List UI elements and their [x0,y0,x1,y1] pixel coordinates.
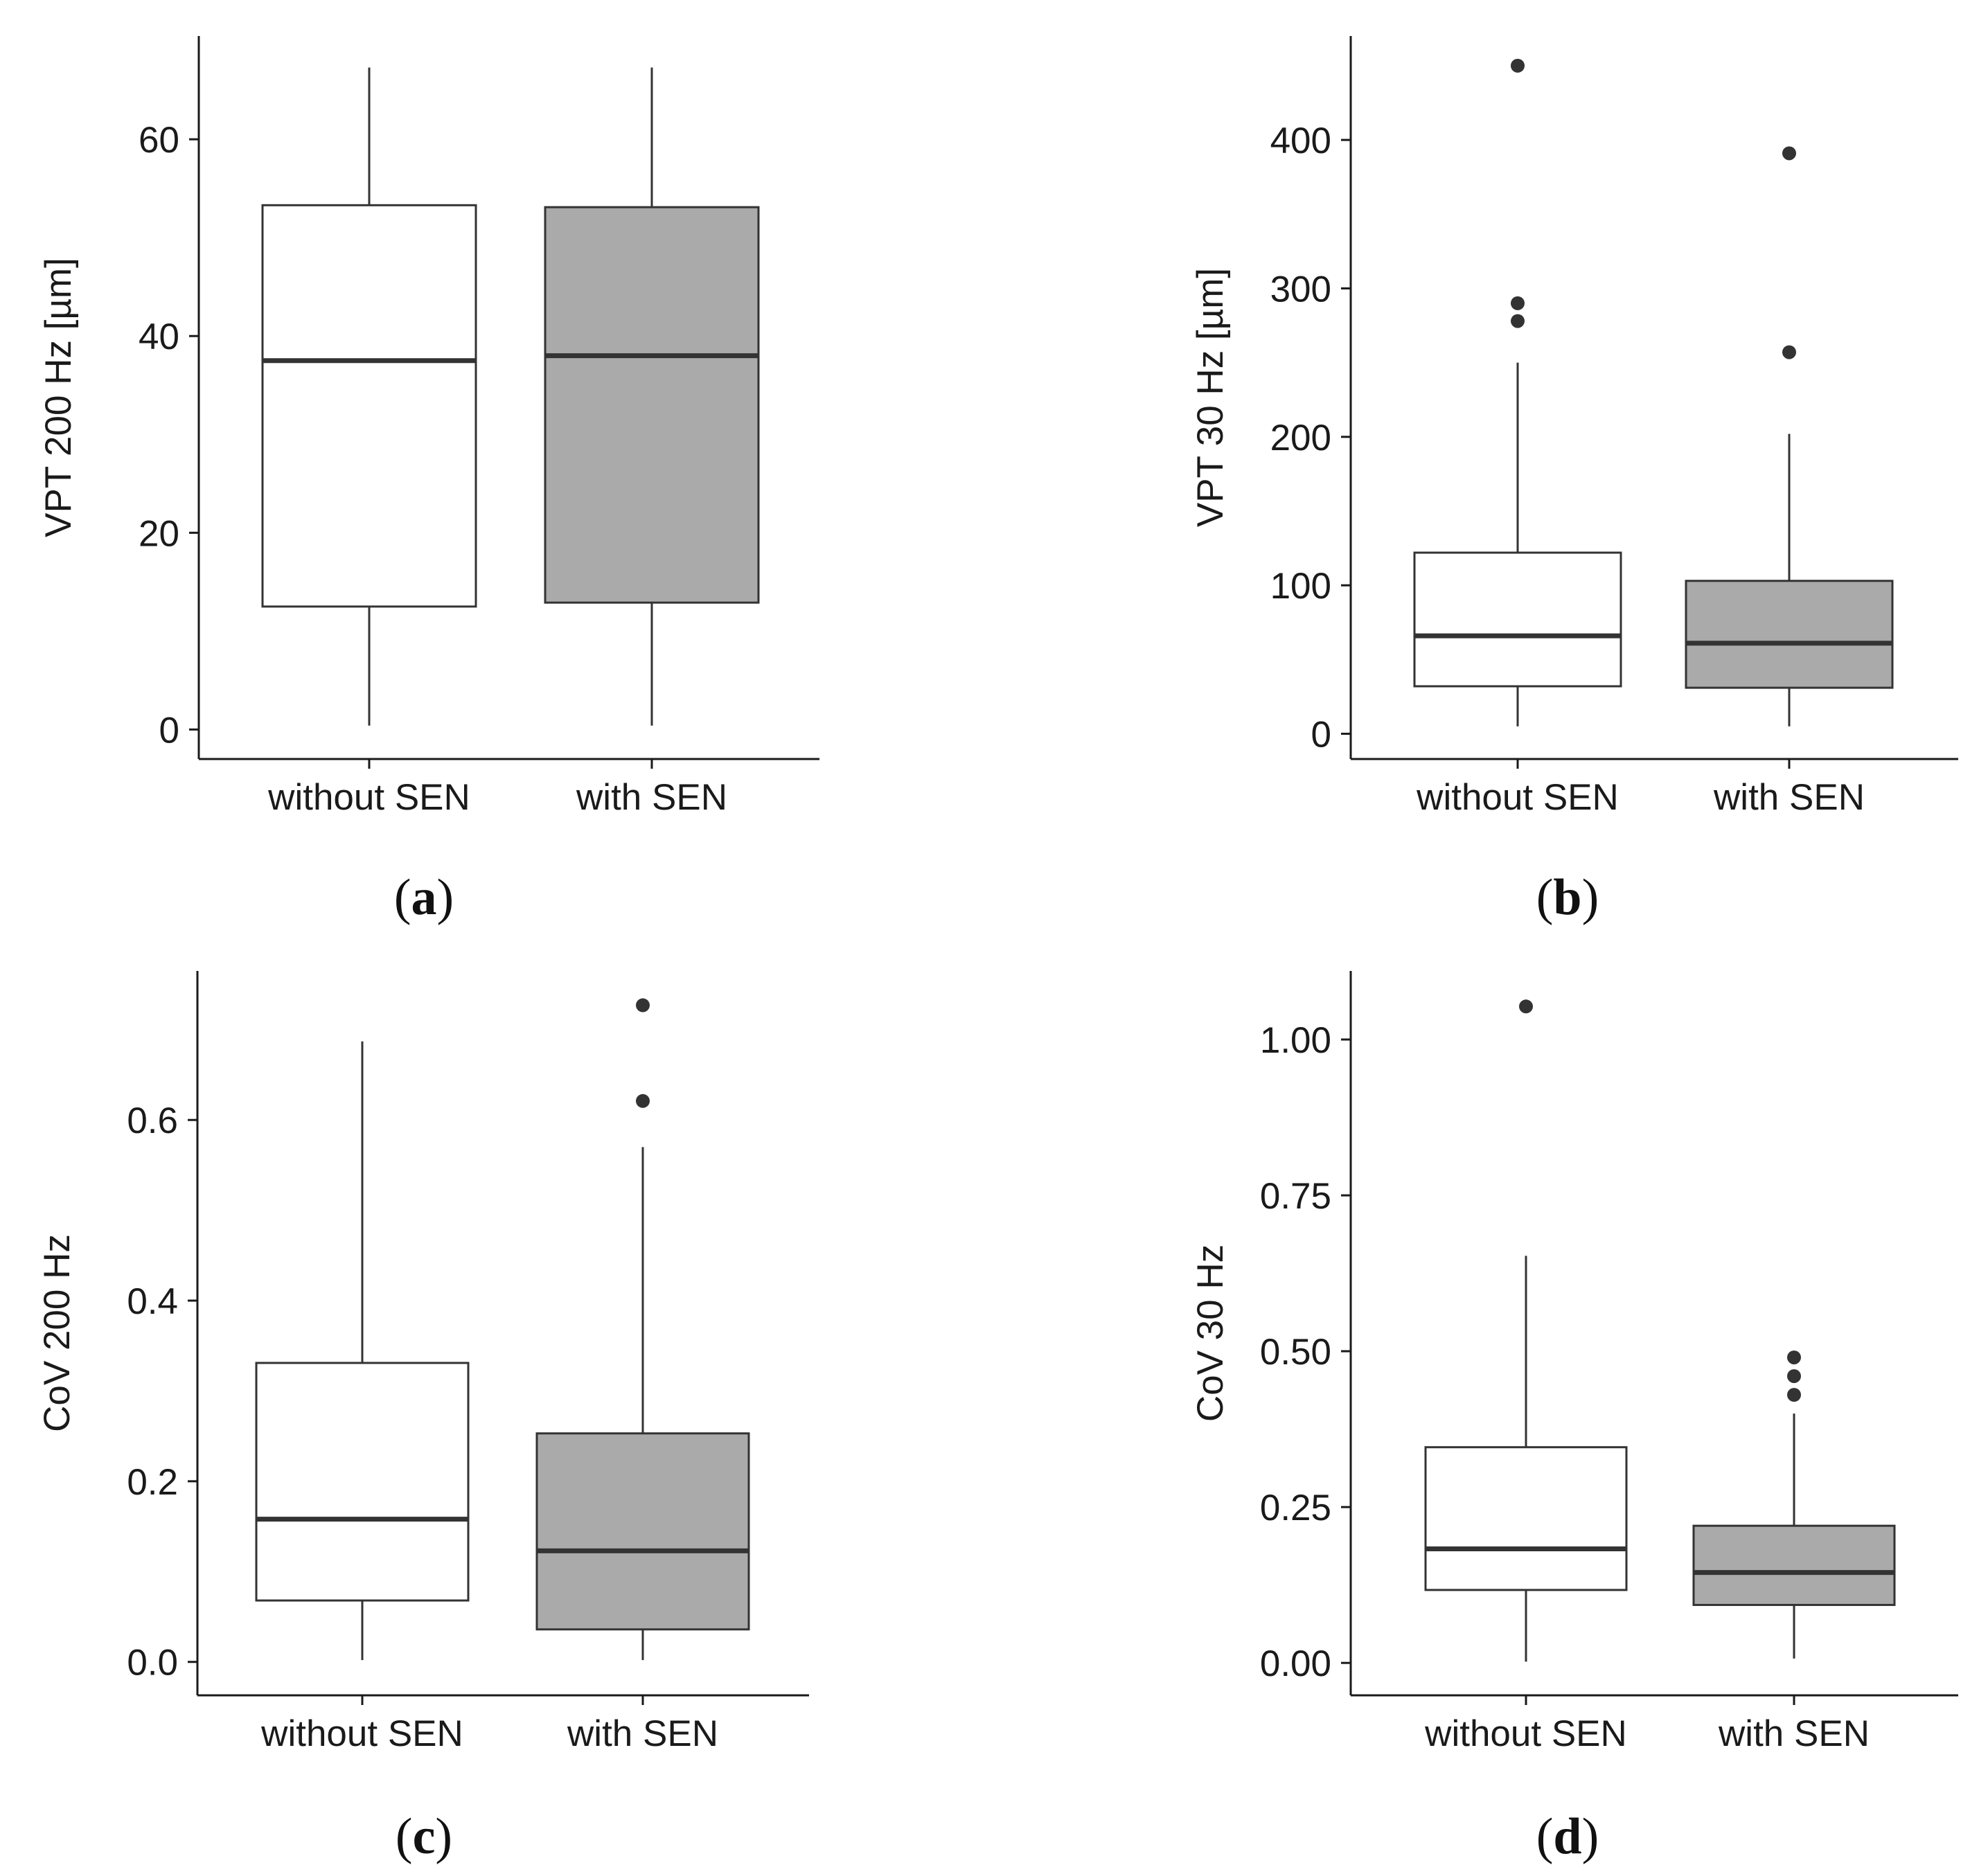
y-tick-label: 0 [159,710,179,751]
panel-label-letter: a [411,869,437,926]
y-tick-label: 0 [1311,715,1331,756]
iqr-box [1692,1524,1896,1606]
x-tick-label: without SEN [260,1713,463,1754]
y-tick-label: 0.2 [127,1462,178,1503]
box-without-sen [1424,999,1628,1662]
panel-label-letter: c [413,1808,436,1865]
y-tick-label: 200 [1270,418,1331,458]
panel-label-letter: b [1553,869,1581,926]
outlier-point [1787,1350,1801,1365]
panel-label-open: ( [1536,1808,1554,1865]
outlier-point [636,998,650,1012]
x-tick-label: with SEN [1718,1713,1870,1754]
panel-b: (b) 0 100 200 300 400 VPT 30 Hz [µm] without S… [1190,36,1958,926]
y-tick-label: 0.00 [1260,1643,1331,1684]
panel-label-close: ) [1582,869,1599,926]
y-tick-label: 300 [1270,269,1331,310]
y-tick-label: 20 [139,513,179,554]
outlier-point [1782,146,1796,161]
outlier-point [1519,999,1533,1014]
outlier-point [1511,296,1525,310]
panel-label: (c) [396,1808,452,1865]
iqr-box [544,206,760,604]
panel-label: (b) [1536,869,1599,926]
y-tick-label: 0.4 [127,1281,178,1322]
panel-label: (d) [1536,1808,1599,1865]
y-axis-title: CoV 30 Hz [1190,1244,1231,1422]
box-with-sen [535,998,750,1661]
y-tick-label: 0.6 [127,1100,178,1141]
iqr-box [535,1432,750,1631]
panel-label-open: ( [1536,869,1554,926]
box-with-sen [1692,1350,1896,1659]
y-tick-label: 60 [139,120,179,161]
iqr-box [1413,551,1622,688]
y-tick-label: 0.0 [127,1643,178,1684]
y-tick-label: 40 [139,316,179,357]
outlier-point [1782,345,1796,359]
iqr-box [255,1362,470,1602]
y-axis-title: CoV 200 Hz [37,1234,78,1432]
outlier-point [1511,314,1525,328]
box-without-sen [1413,58,1622,726]
panel-label-close: ) [435,1808,452,1865]
box-with-sen [544,67,760,726]
panel-a: (a) 0 20 40 60 VPT 200 Hz [µm] without SEN wit… [38,36,819,926]
x-tick-label: without SEN [1424,1713,1627,1754]
box-with-sen [1685,146,1894,726]
panel-d: (d) 0.00 0.25 0.50 0.75 1.00 CoV 30 Hz without… [1190,971,1958,1865]
x-tick-label: without SEN [267,777,470,818]
x-tick-label: without SEN [1416,777,1619,818]
panel-c: (c) 0.0 0.2 0.4 0.6 CoV 200 Hz without SEN wit… [37,971,809,1865]
x-tick-label: with SEN [567,1713,718,1754]
panel-label-open: ( [396,1808,413,1865]
iqr-box [1424,1446,1628,1591]
outlier-point [1787,1369,1801,1384]
iqr-box [261,204,477,608]
y-tick-label: 0.50 [1260,1332,1331,1373]
panel-label-close: ) [437,869,454,926]
y-axis-title: VPT 30 Hz [µm] [1190,268,1231,527]
panel-label-letter: d [1553,1808,1581,1865]
box-without-sen [261,67,477,726]
x-tick-label: with SEN [1713,777,1865,818]
y-tick-label: 0.25 [1260,1488,1331,1528]
y-tick-label: 1.00 [1260,1020,1331,1061]
x-tick-label: with SEN [576,777,727,818]
outlier-point [1787,1388,1801,1402]
panel-label: (a) [394,869,454,926]
box-without-sen [255,1041,470,1661]
y-axis-title: VPT 200 Hz [µm] [38,258,79,537]
outlier-point [1511,58,1525,73]
y-tick-label: 0.75 [1260,1176,1331,1217]
panel-label-close: ) [1582,1808,1599,1865]
panel-label-open: ( [394,869,411,926]
iqr-box [1685,580,1894,689]
y-tick-label: 100 [1270,566,1331,607]
outlier-point [636,1094,650,1108]
y-tick-label: 400 [1270,121,1331,161]
